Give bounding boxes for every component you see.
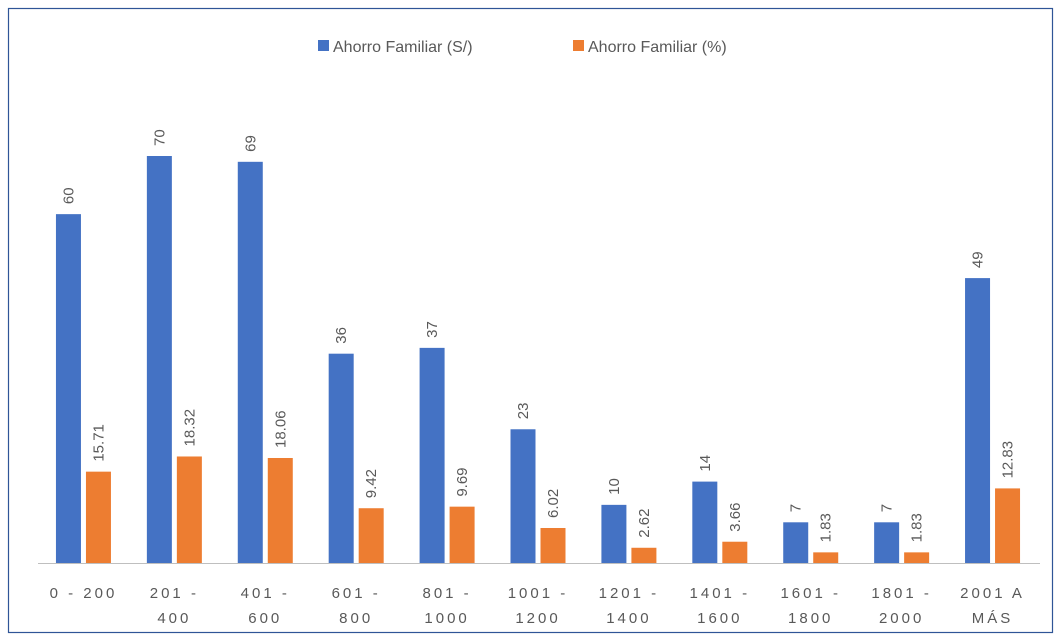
data-label: 9.69 — [454, 467, 471, 496]
x-tick-label-line: 600 — [248, 610, 282, 627]
bar — [358, 508, 384, 563]
bar — [813, 552, 839, 563]
data-label: 18.06 — [272, 410, 289, 448]
bar — [995, 488, 1021, 563]
x-tick-label-line: 1801 - — [871, 585, 932, 602]
data-label: 15.71 — [90, 424, 107, 462]
data-label: 1.83 — [909, 513, 926, 542]
x-tick-label: 1201 - 1400 — [599, 585, 660, 627]
data-label: 10 — [606, 478, 623, 495]
data-label: 36 — [333, 327, 350, 344]
x-tick-label: 801 - 1000 — [422, 585, 471, 627]
legend-label: Ahorro Familiar (%) — [588, 39, 727, 56]
bar — [783, 522, 809, 563]
bar — [510, 429, 536, 563]
x-tick-label: 2001 A MÁS — [960, 585, 1025, 627]
bar — [419, 347, 445, 563]
data-label: 9.42 — [363, 469, 380, 498]
x-tick-label-line: 1401 - — [690, 585, 751, 602]
bar — [176, 456, 202, 563]
x-tick-label-line: 2000 — [879, 610, 924, 627]
data-label: 3.66 — [727, 503, 744, 532]
x-tick-label-line: 201 - — [150, 585, 199, 602]
x-tick-label-line: 800 — [339, 610, 373, 627]
bar — [328, 353, 354, 563]
data-label: 2.62 — [636, 509, 653, 538]
bar — [692, 481, 718, 563]
x-tick-label: 601 - 800 — [332, 585, 381, 627]
x-tick-label-line: 1200 — [515, 610, 560, 627]
data-label: 60 — [60, 187, 77, 204]
bar — [267, 457, 293, 563]
legend-swatch — [573, 40, 584, 51]
data-label: 23 — [515, 403, 532, 420]
x-tick-label-line: 400 — [157, 610, 191, 627]
x-tick-label-line: 1400 — [606, 610, 651, 627]
data-label: 12.83 — [1000, 441, 1017, 479]
bar — [601, 504, 627, 563]
x-tick-label-line: 2001 A — [960, 585, 1025, 602]
data-label: 1.83 — [818, 513, 835, 542]
data-label: 6.02 — [545, 489, 562, 518]
bar — [722, 541, 748, 563]
x-tick-label-line: 401 - — [241, 585, 290, 602]
bar — [449, 506, 475, 563]
data-label: 14 — [697, 455, 714, 472]
bar — [85, 471, 111, 563]
x-tick-label-line: 1800 — [788, 610, 833, 627]
bar — [146, 156, 172, 563]
bar — [631, 547, 657, 563]
x-tick-label: 401 - 600 — [241, 585, 290, 627]
legend-label: Ahorro Familiar (S/) — [333, 39, 473, 56]
x-tick-label-line: 1601 - — [780, 585, 841, 602]
data-label: 49 — [970, 251, 987, 268]
legend-swatch — [318, 40, 329, 51]
data-label: 37 — [424, 321, 441, 338]
bar — [874, 522, 900, 563]
x-tick-label-line: 801 - — [422, 585, 471, 602]
data-label: 70 — [151, 129, 168, 146]
data-label: 7 — [788, 504, 805, 512]
data-label: 69 — [242, 135, 259, 152]
bar — [540, 527, 566, 563]
x-tick-label: 201 - 400 — [150, 585, 199, 627]
x-tick-label: 1801 - 2000 — [871, 585, 932, 627]
x-tick-label: 0 - 200 — [50, 585, 118, 602]
bar — [55, 214, 81, 563]
x-tick-label-line: 1001 - — [508, 585, 569, 602]
x-tick-label: 1401 - 1600 — [690, 585, 751, 627]
bar — [237, 161, 263, 564]
data-label: 18.32 — [181, 409, 198, 447]
bar — [904, 552, 930, 563]
data-label: 7 — [879, 504, 896, 512]
x-tick-label-line: MÁS — [972, 610, 1014, 627]
x-tick-label: 1001 - 1200 — [508, 585, 569, 627]
x-tick-label-line: 601 - — [332, 585, 381, 602]
x-tick-label-line: 1201 - — [599, 585, 660, 602]
x-tick-label-line: 1000 — [424, 610, 469, 627]
x-tick-label: 1601 - 1800 — [780, 585, 841, 627]
x-tick-label-line: 1600 — [697, 610, 742, 627]
bar — [965, 278, 991, 563]
